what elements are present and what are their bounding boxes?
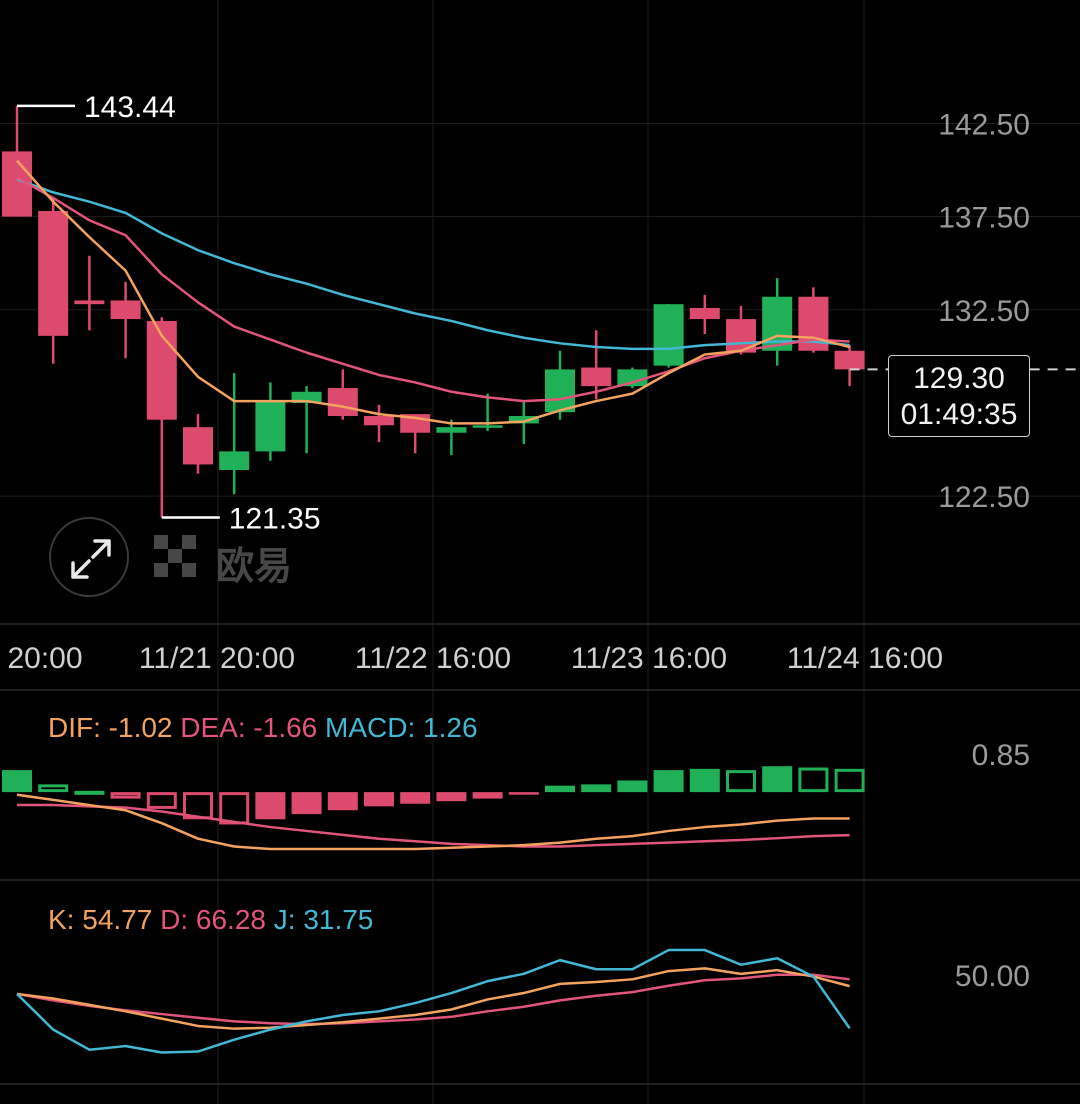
time-tick-label: 11/23 16:00 (571, 642, 727, 675)
j-value: 31.75 (303, 904, 374, 935)
macd-bar (110, 792, 141, 799)
macd-bar (146, 792, 177, 809)
macd-bar (38, 784, 69, 793)
macd-bar (74, 790, 105, 795)
macd-bar (364, 792, 394, 807)
macd-bar (2, 770, 32, 793)
kdj-tick-label: 50.00 (955, 960, 1030, 993)
candle-body (581, 367, 612, 387)
dea-value: -1.66 (253, 712, 318, 743)
k-value: 54.77 (82, 904, 153, 935)
macd-bar (798, 767, 829, 793)
price-tick-label: 142.50 (938, 108, 1030, 141)
expand-arrows-icon (71, 539, 111, 579)
kdj-d-line (16, 973, 850, 1026)
macd-bar (255, 792, 286, 820)
macd-tick-label: 0.85 (972, 739, 1030, 772)
macd-bar (689, 768, 720, 793)
watermark-text: 欧易 (216, 546, 293, 588)
dif-line (16, 793, 850, 851)
candle-body (472, 425, 503, 428)
candle-body (545, 369, 575, 413)
candle-body (110, 300, 141, 320)
macd-bar (400, 792, 431, 804)
macd-bar (762, 766, 793, 793)
ma-line-mid (16, 176, 850, 403)
macd-bar (581, 784, 612, 793)
macd-bar (291, 792, 322, 815)
macd-label: MACD: (325, 712, 416, 743)
high-marker-label: 143.44 (84, 91, 176, 124)
d-label: D: (160, 904, 189, 935)
macd-bar (508, 792, 539, 795)
ma-line-fast (16, 159, 850, 425)
macd-bar (472, 792, 503, 799)
candle-body (436, 427, 467, 433)
macd-value: 1.26 (423, 712, 478, 743)
candle-body (689, 307, 720, 320)
macd-bar (653, 770, 684, 793)
candle-body (834, 350, 865, 370)
time-tick-label: 11/24 16:00 (787, 642, 943, 675)
macd-bar (219, 792, 250, 825)
candle-body (327, 388, 358, 416)
candle-body (255, 401, 286, 452)
macd-bar (327, 792, 358, 811)
low-marker-label: 121.35 (229, 503, 321, 536)
dea-line (17, 803, 850, 848)
dif-label: DIF: (48, 712, 101, 743)
macd-bar (726, 770, 756, 793)
k-label: K: (48, 904, 75, 935)
candle-body (508, 415, 539, 424)
watermark-logo: 欧易 (154, 535, 292, 588)
macd-bar (834, 768, 865, 793)
price-tick-label: 122.50 (938, 481, 1030, 514)
exchange-logo-icon (154, 535, 196, 577)
dea-label: DEA: (180, 712, 246, 743)
candle-body (617, 369, 648, 387)
last-price-tag: 129.30 01:49:35 (888, 355, 1030, 437)
d-value: 66.28 (195, 904, 266, 935)
candle-body (74, 300, 105, 305)
price-tick-label: 132.50 (938, 295, 1030, 328)
candle-body (38, 211, 69, 336)
ma-line-slow (16, 178, 850, 351)
kdj-k-line (16, 967, 850, 1030)
candle-body (653, 304, 684, 366)
macd-bar (545, 785, 575, 793)
candle-body (291, 391, 322, 403)
countdown-timer: 01:49:35 (900, 398, 1018, 431)
candle-body (219, 451, 250, 471)
time-tick-label: 11/21 20:00 (139, 642, 295, 675)
macd-bar (617, 780, 648, 793)
kdj-j-line (16, 948, 851, 1054)
price-tick-label: 137.50 (938, 202, 1030, 235)
time-tick-label: 11/22 16:00 (355, 642, 511, 675)
j-label: J: (273, 904, 296, 935)
expand-button[interactable] (49, 517, 129, 597)
last-price-value: 129.30 (913, 362, 1005, 395)
dif-value: -1.02 (108, 712, 173, 743)
macd-bar (436, 792, 467, 802)
time-tick-label: 20:00 (7, 642, 82, 675)
candle-body (183, 427, 213, 465)
kdj-legend: K: 54.77 D: 66.28 J: 31.75 (48, 904, 373, 936)
macd-legend: DIF: -1.02 DEA: -1.66 MACD: 1.26 (48, 712, 478, 744)
candle-body (364, 415, 394, 426)
